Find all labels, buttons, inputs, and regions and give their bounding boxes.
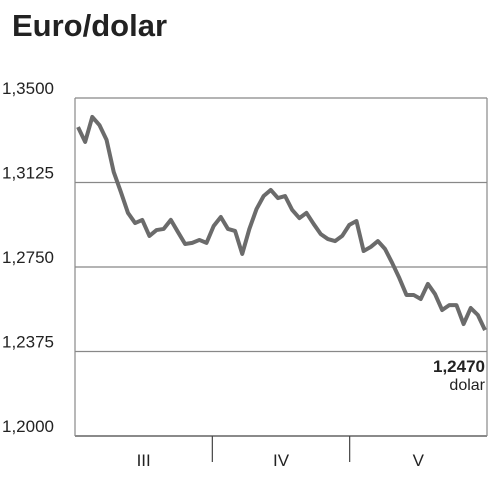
period-label: IV xyxy=(273,451,290,470)
y-tick-label: 1,2000 xyxy=(2,417,54,436)
y-tick-label: 1,2375 xyxy=(2,333,54,352)
unit-label: dolar xyxy=(449,377,485,394)
chart-title: Euro/dolar xyxy=(12,8,167,43)
period-label: III xyxy=(137,451,151,470)
value-label: 1,2470 xyxy=(433,357,485,376)
y-tick-label: 1,2750 xyxy=(2,248,54,267)
y-tick-label: 1,3500 xyxy=(2,79,54,98)
period-label: V xyxy=(413,451,425,470)
y-tick-label: 1,3125 xyxy=(2,164,54,183)
line-series xyxy=(76,114,487,331)
